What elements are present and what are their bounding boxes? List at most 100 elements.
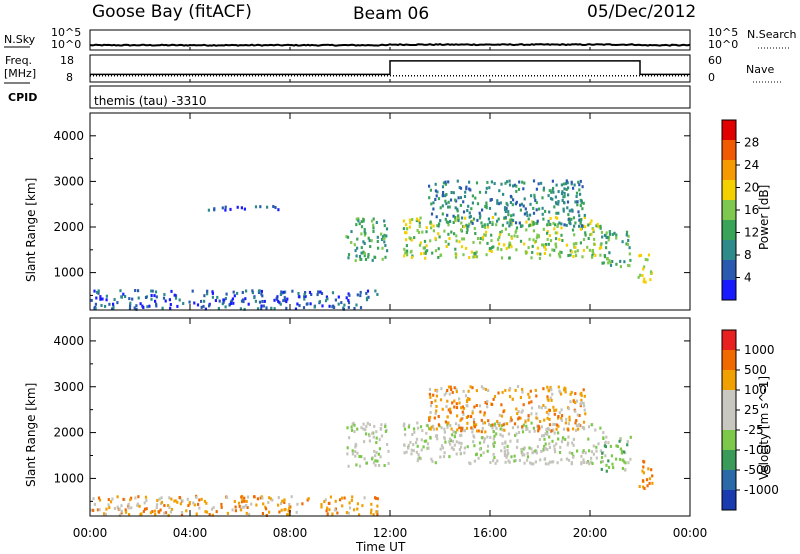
power-cell (515, 184, 518, 188)
power-cell (527, 246, 530, 250)
power-cell (510, 236, 513, 240)
velocity-cell (530, 406, 534, 410)
power-cell (278, 301, 281, 305)
power-cell (283, 296, 286, 300)
velocity-cell (522, 423, 525, 427)
power-cell (444, 180, 447, 184)
power-cell (360, 251, 363, 255)
power-cell (504, 181, 507, 185)
power-cell (359, 294, 362, 298)
power-cell (239, 307, 242, 311)
power-cell (243, 207, 246, 211)
power-cell (466, 209, 469, 212)
power-cell (625, 242, 628, 246)
velocity-cell (325, 509, 328, 513)
power-cell (232, 290, 235, 294)
power-cell (524, 207, 527, 211)
power-cell (590, 219, 593, 223)
power-cell (560, 222, 563, 226)
power-cell (360, 225, 364, 229)
power-cell (273, 307, 276, 311)
velocity-cell (580, 401, 583, 405)
velocity-colorbar-tick-label: 1000 (744, 343, 775, 357)
power-cell (608, 235, 611, 239)
power-cell (347, 253, 351, 257)
power-cell (488, 249, 491, 252)
power-cell (509, 194, 512, 198)
nsky-tick-bottom: 10^0 (51, 38, 81, 51)
velocity-cell (519, 416, 522, 420)
velocity-cell (125, 510, 128, 514)
power-cell (628, 246, 631, 250)
velocity-cell (264, 505, 267, 509)
velocity-cell (505, 454, 508, 458)
velocity-cell (220, 502, 223, 506)
velocity-cell (574, 421, 577, 425)
velocity-cell (554, 450, 557, 454)
velocity-cell (484, 387, 487, 391)
velocity-cell (439, 398, 443, 402)
power-cell (573, 183, 576, 187)
power-cell (515, 189, 518, 193)
power-cell (546, 237, 549, 241)
power-cell (565, 243, 568, 247)
velocity-cell (462, 389, 465, 393)
power-cell (542, 186, 545, 190)
power-cell (168, 298, 171, 302)
power-cell (422, 246, 425, 250)
power-cell (521, 224, 524, 228)
power-cell (95, 296, 98, 300)
power-cell (425, 226, 428, 230)
power-cell (579, 241, 582, 245)
power-cell (347, 305, 350, 309)
power-cell (553, 248, 556, 252)
power-cell (416, 217, 419, 221)
velocity-cell (364, 432, 368, 436)
velocity-cell (420, 448, 423, 452)
velocity-cell (371, 431, 374, 435)
power-colorbar-swatch (722, 220, 736, 241)
power-cell (587, 237, 590, 240)
power-cell (569, 249, 572, 253)
velocity-cell (469, 385, 472, 389)
velocity-cell (109, 500, 113, 504)
velocity-cell (203, 499, 206, 503)
velocity-cell (124, 508, 127, 512)
velocity-cell (463, 451, 466, 455)
time-xlabel: Time UT (355, 540, 406, 554)
velocity-cell (250, 502, 253, 506)
velocity-cell (118, 507, 121, 511)
velocity-cell (499, 433, 502, 437)
power-cell (366, 289, 370, 293)
power-cell (508, 218, 512, 222)
velocity-cell (521, 425, 524, 429)
velocity-cell (180, 511, 184, 514)
power-cell (605, 246, 608, 250)
nsearch-tick-bottom: 10^0 (708, 38, 738, 51)
velocity-cell (445, 391, 448, 395)
velocity-cell (350, 498, 353, 502)
velocity-cell (347, 464, 350, 468)
power-cell (605, 236, 608, 239)
velocity-cell (198, 506, 201, 510)
velocity-scatter-group (90, 385, 654, 517)
velocity-cell (480, 418, 483, 422)
velocity-cell (407, 446, 410, 450)
velocity-cell (371, 457, 374, 461)
velocity-colorbar-swatch (722, 390, 736, 411)
velocity-cell (565, 417, 568, 421)
velocity-cell (495, 426, 498, 430)
power-cell (547, 222, 550, 226)
velocity-cell (460, 441, 463, 445)
velocity-cell (453, 443, 456, 447)
power-cell (532, 179, 536, 183)
power-cell (539, 252, 542, 256)
power-cell (552, 221, 555, 225)
power-cell (146, 305, 149, 309)
velocity-cell (486, 399, 489, 403)
power-cell (479, 237, 482, 240)
power-cell (572, 242, 575, 246)
velocity-cell (499, 427, 502, 431)
velocity-cell (459, 434, 462, 438)
power-cell (423, 251, 426, 255)
